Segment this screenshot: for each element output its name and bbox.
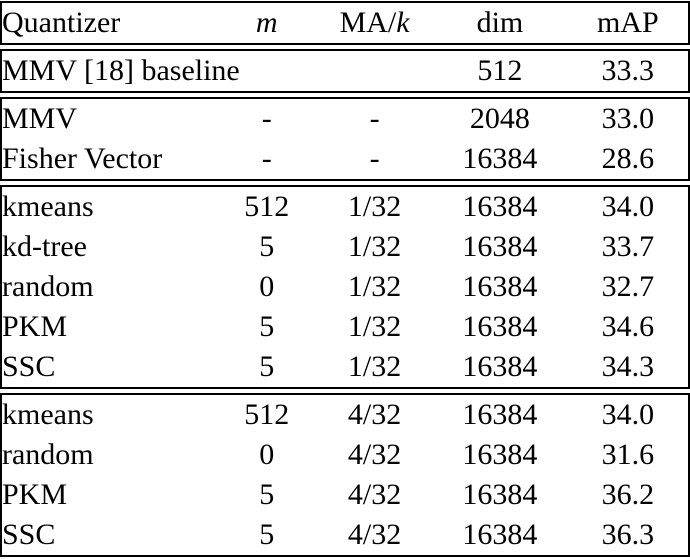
- cell-dim: 16384: [462, 518, 538, 551]
- cell-map: 34.0: [601, 398, 655, 431]
- cell-dim: 16384: [462, 190, 538, 223]
- cell-quantizer: MMV: [2, 102, 78, 135]
- cell-quantizer: MMV [18] baseline: [2, 54, 240, 87]
- cell-m: 0: [259, 438, 275, 471]
- cell-dim: 16384: [462, 350, 538, 383]
- cell-m: 5: [259, 230, 275, 263]
- table-row: kmeans 512 1/32 16384 34.0: [1, 186, 689, 227]
- header-cell-m: m: [217, 2, 317, 44]
- cell-dim: 16384: [462, 230, 538, 263]
- cell-dim: 16384: [462, 478, 538, 511]
- cell-m: -: [261, 142, 272, 175]
- table-row: kmeans 512 4/32 16384 34.0: [1, 394, 689, 435]
- cell-quantizer: random: [2, 438, 94, 471]
- cell-m: 5: [259, 310, 275, 343]
- cell-quantizer: SSC: [2, 518, 56, 551]
- cell-dim: 16384: [462, 398, 538, 431]
- section-body: kmeans 512 1/32 16384 34.0 kd-tree 5 1/32 16384 3…: [1, 186, 689, 388]
- cell-map: 33.3: [601, 54, 655, 87]
- cell-m: 0: [259, 270, 275, 303]
- cell-quantizer: SSC: [2, 350, 56, 383]
- header-cell-map: mAP: [568, 2, 689, 44]
- cell-quantizer: kmeans: [2, 190, 94, 223]
- cell-m: -: [261, 102, 272, 135]
- cell-dim: 16384: [462, 142, 538, 175]
- cell-ma-per-k: 1/32: [347, 270, 402, 303]
- cell-m: 512: [244, 190, 290, 223]
- table-row: MMV [18] baseline 512 33.3: [1, 50, 689, 92]
- section-body: kmeans 512 4/32 16384 34.0 random 0 4/32 16384 31…: [1, 394, 689, 556]
- cell-ma-per-k: 1/32: [347, 350, 402, 383]
- table-row: Fisher Vector - - 16384 28.6: [1, 139, 689, 180]
- table-section-ma-1-32: kmeans 512 1/32 16384 34.0 kd-tree 5 1/32 16384 3…: [0, 185, 690, 389]
- table-section-baseline: MMV [18] baseline 512 33.3: [0, 49, 690, 93]
- header-label: MA/: [339, 6, 397, 39]
- cell-map: 34.0: [601, 190, 655, 223]
- cell-ma-per-k: 4/32: [347, 478, 402, 511]
- header-label: mAP: [596, 6, 659, 39]
- table-row: random 0 4/32 16384 31.6: [1, 435, 689, 475]
- cell-map: 31.6: [601, 438, 655, 471]
- cell-dim: 16384: [462, 270, 538, 303]
- cell-quantizer: kd-tree: [2, 230, 87, 263]
- cell-map: 36.3: [601, 518, 655, 551]
- table-row: random 0 1/32 16384 32.7: [1, 267, 689, 307]
- cell-map: 34.6: [601, 310, 655, 343]
- cell-map: 34.3: [601, 350, 655, 383]
- cell-m: 5: [259, 350, 275, 383]
- header-cell-quantizer: Quantizer: [1, 2, 217, 44]
- header-cell-ma-per-k: MA/k: [317, 2, 432, 44]
- table-row: MMV - - 2048 33.0: [1, 98, 689, 139]
- table-section-global-descriptors: MMV - - 2048 33.0 Fisher Vector - - 16384 28.6: [0, 97, 690, 181]
- cell-map: 28.6: [601, 142, 655, 175]
- section-body: MMV [18] baseline 512 33.3: [1, 50, 689, 92]
- cell-map: 33.7: [601, 230, 655, 263]
- cell-ma-per-k: 4/32: [347, 518, 402, 551]
- cell-ma-per-k: 1/32: [347, 230, 402, 263]
- header-label: dim: [476, 6, 524, 39]
- table-row: SSC 5 1/32 16384 34.3: [1, 347, 689, 388]
- cell-ma-per-k: 4/32: [347, 398, 402, 431]
- cell-ma-per-k: 1/32: [347, 190, 402, 223]
- table-row: PKM 5 1/32 16384 34.6: [1, 307, 689, 347]
- cell-quantizer: kmeans: [2, 398, 94, 431]
- cell-ma-per-k: 1/32: [347, 310, 402, 343]
- cell-map: 36.2: [601, 478, 655, 511]
- cell-m: 512: [244, 398, 290, 431]
- cell-map: 33.0: [601, 102, 655, 135]
- cell-ma-per-k: -: [369, 102, 380, 135]
- cell-m: 5: [259, 478, 275, 511]
- table-section-ma-4-32: kmeans 512 4/32 16384 34.0 random 0 4/32 16384 31…: [0, 393, 690, 557]
- table-row: PKM 5 4/32 16384 36.2: [1, 475, 689, 515]
- cell-dim: 2048: [469, 102, 530, 135]
- table-section-header: Quantizer m MA/k dim mAP: [0, 1, 690, 45]
- cell-ma-per-k: 4/32: [347, 438, 402, 471]
- cell-map: 32.7: [601, 270, 655, 303]
- cell-dim: 16384: [462, 438, 538, 471]
- cell-ma-per-k: -: [369, 142, 380, 175]
- cell-m: 5: [259, 518, 275, 551]
- table-row: SSC 5 4/32 16384 36.3: [1, 515, 689, 556]
- header-row: Quantizer m MA/k dim mAP: [1, 2, 689, 44]
- cell-quantizer: random: [2, 270, 94, 303]
- cell-quantizer: PKM: [2, 478, 68, 511]
- header-body: Quantizer m MA/k dim mAP: [1, 2, 689, 44]
- header-cell-dim: dim: [432, 2, 567, 44]
- table-row: kd-tree 5 1/32 16384 33.7: [1, 227, 689, 267]
- header-math-var: m: [255, 6, 278, 39]
- cell-quantizer: Fisher Vector: [2, 142, 163, 175]
- header-label: Quantizer: [2, 6, 121, 39]
- header-math-var: k: [396, 6, 410, 39]
- cell-quantizer: PKM: [2, 310, 68, 343]
- cell-dim: 16384: [462, 310, 538, 343]
- cell-dim: 512: [477, 54, 523, 87]
- section-body: MMV - - 2048 33.0 Fisher Vector - - 16384 28.6: [1, 98, 689, 180]
